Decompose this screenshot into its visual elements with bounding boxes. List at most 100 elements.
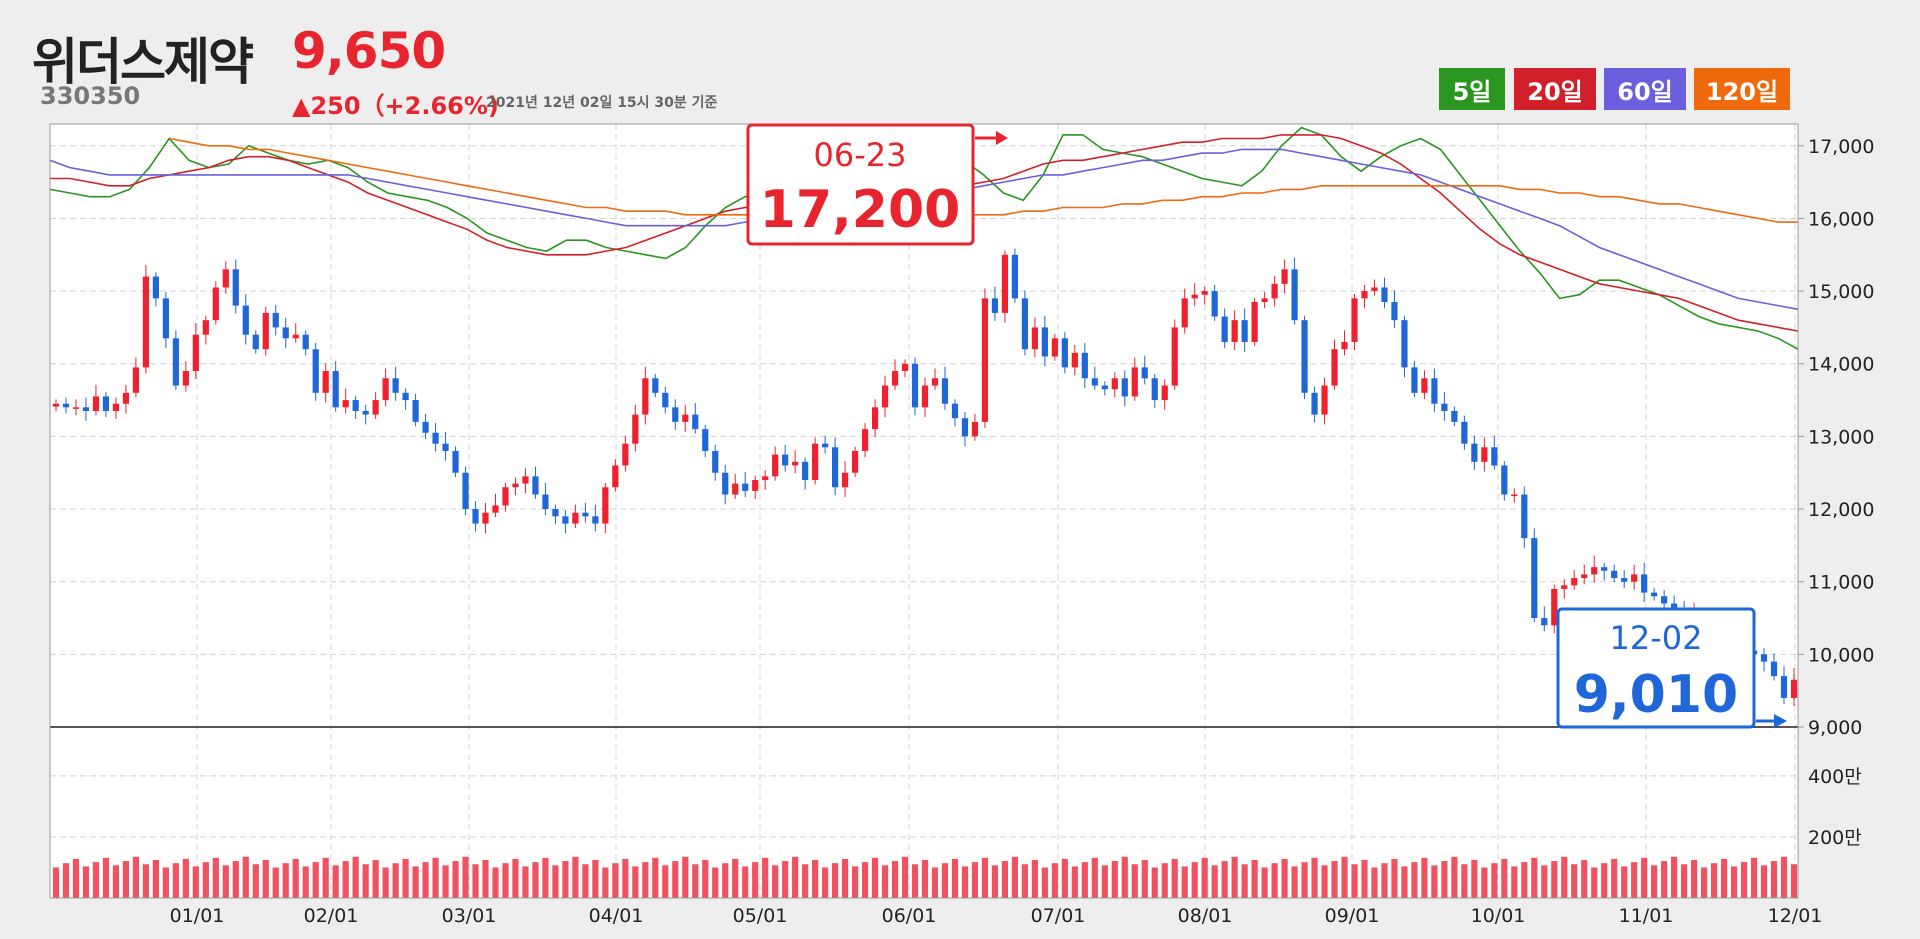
candle-body (652, 378, 659, 393)
current-price: 9,650 (292, 22, 446, 80)
price-tick-label: 17,000 (1808, 136, 1874, 158)
candle-body (1780, 676, 1788, 698)
price-axis-labels: 17,000 16,000 15,000 14,000 13,000 12,000 11,0… (1798, 136, 1874, 739)
candle-body (482, 512, 489, 524)
candle-body (452, 450, 459, 473)
candle-body (402, 392, 409, 401)
volume-bar (1051, 863, 1058, 898)
volume-axis-labels: 400만 200만 (1808, 766, 1862, 849)
volume-bar (1471, 859, 1478, 898)
volume-bar (1011, 856, 1018, 898)
candle-body (352, 400, 359, 411)
candle-body (282, 327, 289, 339)
candle-body (1431, 378, 1438, 404)
candle-body (1131, 367, 1138, 397)
candle-body (841, 472, 849, 488)
date-tick-label: 02/01 (304, 905, 359, 927)
date-tick-label: 11/01 (1619, 905, 1674, 927)
candle-body (752, 479, 759, 491)
volume-bar (951, 858, 959, 898)
volume-bar (1281, 858, 1288, 898)
candle-body (52, 403, 60, 407)
date-tick-label: 05/01 (733, 905, 788, 927)
volume-bar (682, 856, 689, 898)
candle-body (272, 312, 279, 328)
legend-ma120: 120일 (1694, 68, 1790, 110)
candle-body (1221, 316, 1228, 342)
candle-body (1651, 592, 1658, 597)
volume-bar (792, 856, 799, 898)
volume-bar (702, 859, 709, 898)
candle-body (132, 367, 140, 393)
volume-bar (342, 861, 349, 898)
legend-ma20: 20일 (1514, 68, 1596, 110)
volume-bar (1621, 866, 1628, 898)
volume-bar (122, 861, 130, 898)
volume-bar (1701, 867, 1708, 898)
volume-bar (512, 858, 519, 898)
candle-body (732, 483, 739, 495)
candle-body (1481, 447, 1488, 462)
volume-bar (692, 864, 699, 898)
candle-body (1081, 352, 1088, 379)
candle-body (152, 276, 159, 299)
volume-bar (1251, 859, 1258, 898)
candle-body (1441, 403, 1448, 411)
volume-bar (1740, 862, 1748, 898)
candle-body (971, 421, 979, 437)
volume-bar (322, 857, 329, 898)
volume-bar (572, 856, 579, 898)
volume-bar (522, 866, 529, 898)
volume-bar (1121, 856, 1128, 898)
volume-bar (1061, 858, 1068, 898)
candle-body (1011, 254, 1018, 299)
low-callout-date: 12-02 (1610, 619, 1703, 657)
candle-body (1770, 661, 1778, 677)
volume-bar (82, 866, 90, 898)
low-arrow-head-icon (1774, 714, 1787, 728)
volume-bar (1511, 866, 1518, 898)
candle-body (532, 476, 539, 495)
candle-body (881, 385, 889, 408)
volume-bar (172, 863, 179, 898)
volume-bar (1591, 867, 1598, 898)
volume-bar (292, 858, 299, 898)
volume-bar (62, 863, 70, 898)
candle-body (1261, 298, 1268, 302)
candle-body (1511, 494, 1518, 497)
volume-bar (1131, 864, 1138, 898)
candle-body (642, 378, 649, 415)
volume-bar (272, 867, 279, 898)
candle-body (1211, 291, 1218, 317)
volume-bar (142, 864, 149, 898)
date-tick-label: 04/01 (589, 905, 644, 927)
candle-body (1111, 378, 1118, 390)
candle-body (592, 516, 599, 524)
candle-body (1191, 294, 1198, 299)
candle-body (1201, 291, 1208, 295)
volume-bar (1451, 856, 1458, 898)
volume-bar (752, 862, 759, 898)
candle-body (102, 396, 110, 411)
volume-bar (1351, 864, 1358, 898)
volume-bar (1571, 864, 1578, 898)
candle-body (372, 400, 379, 415)
low-callout: 12-02 9,010 (1556, 607, 1787, 729)
candle-body (672, 407, 679, 422)
volume-bar (1071, 866, 1078, 898)
candle-body (1411, 367, 1418, 393)
candle-body (1031, 327, 1038, 350)
high-callout-date: 06-23 (814, 136, 907, 174)
volume-bar (1171, 858, 1178, 898)
volume-bar (941, 863, 949, 898)
volume-bar (1041, 867, 1048, 898)
volume-bar (332, 865, 339, 898)
candle-body (1091, 378, 1098, 386)
candle-body (1321, 385, 1328, 415)
candle-body (1251, 301, 1258, 342)
candle-body (662, 392, 669, 408)
candle-body (92, 396, 100, 411)
candle-body (1541, 618, 1548, 626)
candle-body (1051, 338, 1058, 357)
volume-bar (622, 858, 629, 898)
